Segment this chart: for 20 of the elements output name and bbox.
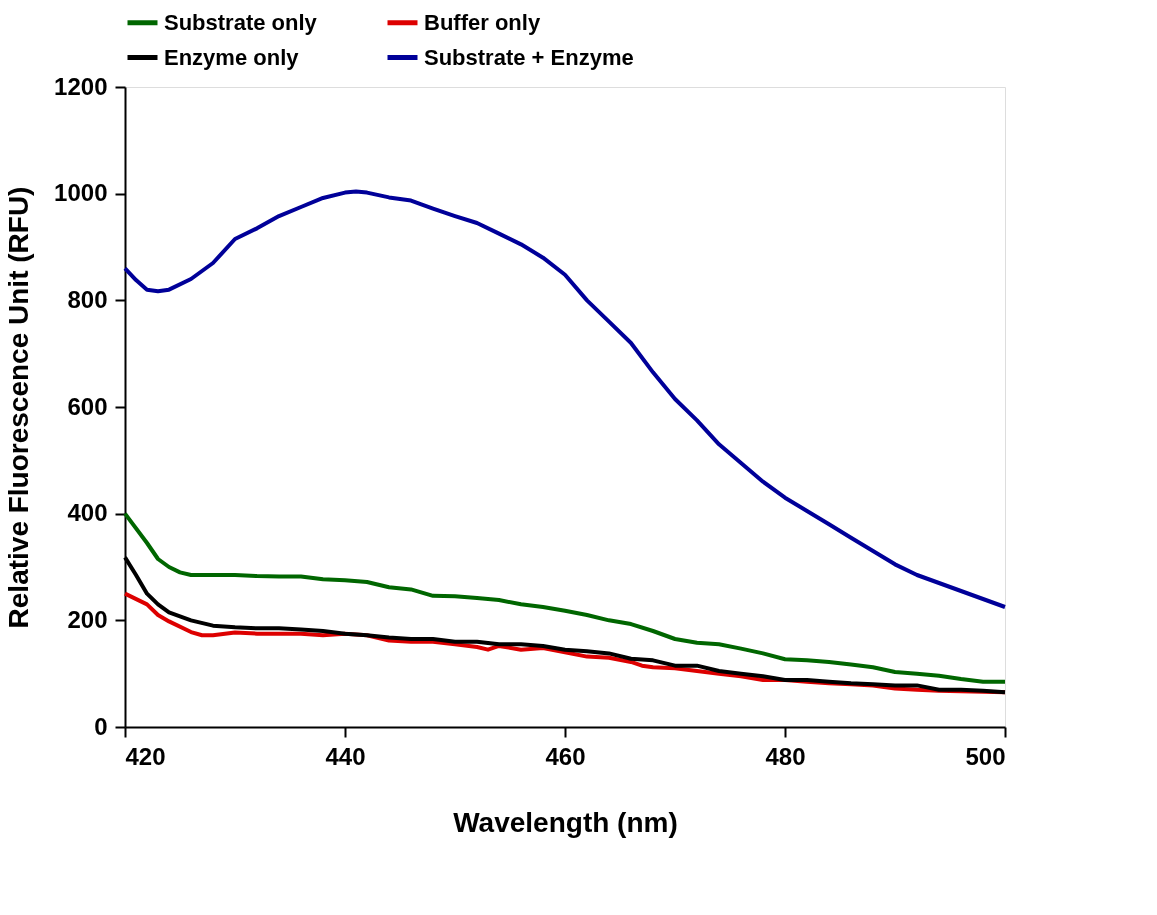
x-axis-title: Wavelength (nm) [453,806,678,838]
legend-label: Substrate + Enzyme [424,44,634,70]
line-series [123,189,1007,609]
x-tick-label: 460 [545,742,586,770]
x-tick-label: 420 [125,742,166,770]
y-tick-label: 400 [67,499,108,527]
line-series [123,511,1007,684]
y-tick-label: 0 [94,712,108,740]
legend-label: Enzyme only [164,44,300,70]
x-tick-label: 480 [765,742,806,770]
legend-label: Substrate only [164,9,318,35]
y-tick-label: 1200 [54,72,108,100]
y-axis-title: Relative Fluorescence Unit (RFU) [3,186,35,629]
legend-label: Buffer only [424,9,541,35]
x-tick-label: 440 [325,742,366,770]
y-tick-label: 800 [67,285,108,313]
y-tick-label: 200 [67,605,108,633]
y-tick-label: 1000 [54,179,108,207]
x-tick-label: 500 [965,742,1006,770]
y-tick-label: 600 [67,392,108,420]
